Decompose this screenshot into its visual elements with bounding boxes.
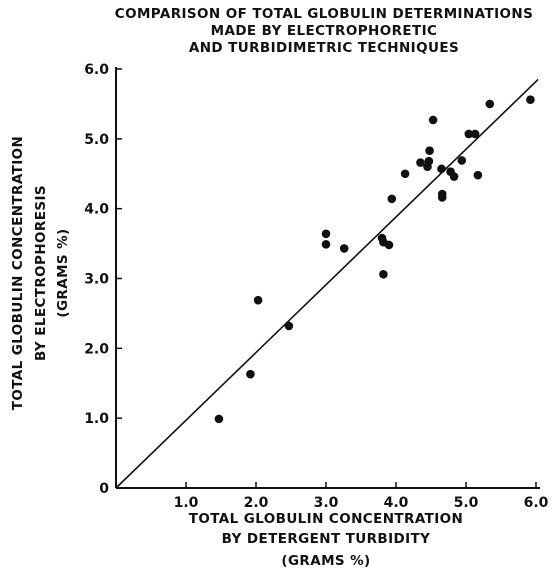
y-axis-title-line-3: (GRAMS %): [55, 228, 71, 317]
data-point-18: [437, 164, 446, 174]
x-axis-title: TOTAL GLOBULIN CONCENTRATION BY DETERGEN…: [189, 511, 463, 569]
data-point-12: [400, 169, 410, 179]
data-point-10: [384, 240, 394, 250]
data-point-28: [526, 95, 535, 105]
y-tick-label-1: 1.0: [84, 411, 109, 427]
data-point-22: [449, 172, 459, 181]
data-point-26: [473, 170, 483, 180]
data-point-20: [437, 193, 447, 202]
y-tick-label-3: 3.0: [84, 272, 109, 288]
data-point-15: [424, 156, 434, 166]
data-point-11: [387, 194, 397, 204]
y-axis-title-line-1: TOTAL GLOBULIN CONCENTRATION: [10, 136, 26, 410]
data-point-24: [464, 129, 474, 139]
data-point-27: [485, 99, 495, 109]
data-point-3: [284, 321, 294, 331]
plot-area: 1.0 2.0 3.0 4.0 5.0 6.0 0 1.0 2.0 3.0 4.0 5.0 6.0: [84, 62, 548, 511]
data-point-16: [425, 146, 434, 156]
x-tick-label-2: 3.0: [314, 495, 339, 511]
chart-title-line-2: MADE BY ELECTROPHORETIC: [211, 23, 438, 39]
y-tick-label-4: 4.0: [84, 202, 109, 218]
reference-line: [115, 78, 539, 489]
data-point-2: [253, 295, 263, 305]
x-axis-title-line-2: BY DETERGENT TURBIDITY: [222, 531, 431, 547]
y-tick-label-0: 0: [99, 481, 109, 497]
data-point-4: [321, 229, 331, 239]
chart-title-line-3: AND TURBIDIMETRIC TECHNIQUES: [189, 40, 459, 56]
y-tick-label-5: 5.0: [84, 132, 109, 148]
x-axis-title-line-1: TOTAL GLOBULIN CONCENTRATION: [189, 511, 463, 527]
data-point-5: [321, 239, 331, 249]
data-point-6: [339, 244, 349, 253]
data-point-0: [214, 414, 224, 424]
data-point-13: [416, 158, 425, 167]
y-tick-label-6: 6.0: [84, 62, 109, 78]
data-point-1: [246, 369, 255, 379]
y-tick-label-2: 2.0: [84, 341, 109, 357]
data-point-23: [457, 156, 467, 165]
x-tick-label-5: 6.0: [524, 495, 549, 511]
y-axis-title: TOTAL GLOBULIN CONCENTRATION BY ELECTROP…: [10, 136, 71, 410]
x-tick-label-0: 1.0: [174, 495, 199, 511]
data-point-9: [379, 270, 388, 279]
y-axis-title-line-2: BY ELECTROPHORESIS: [33, 185, 49, 361]
x-tick-label-3: 4.0: [384, 495, 409, 511]
chart-title: COMPARISON OF TOTAL GLOBULIN DETERMINATI…: [115, 6, 533, 56]
x-axis-title-line-3: (GRAMS %): [281, 553, 370, 569]
x-tick-label-4: 5.0: [454, 495, 479, 511]
data-point-17: [428, 115, 438, 125]
x-tick-label-1: 2.0: [244, 495, 269, 511]
chart-title-line-1: COMPARISON OF TOTAL GLOBULIN DETERMINATI…: [115, 6, 533, 22]
data-point-25: [470, 129, 480, 139]
